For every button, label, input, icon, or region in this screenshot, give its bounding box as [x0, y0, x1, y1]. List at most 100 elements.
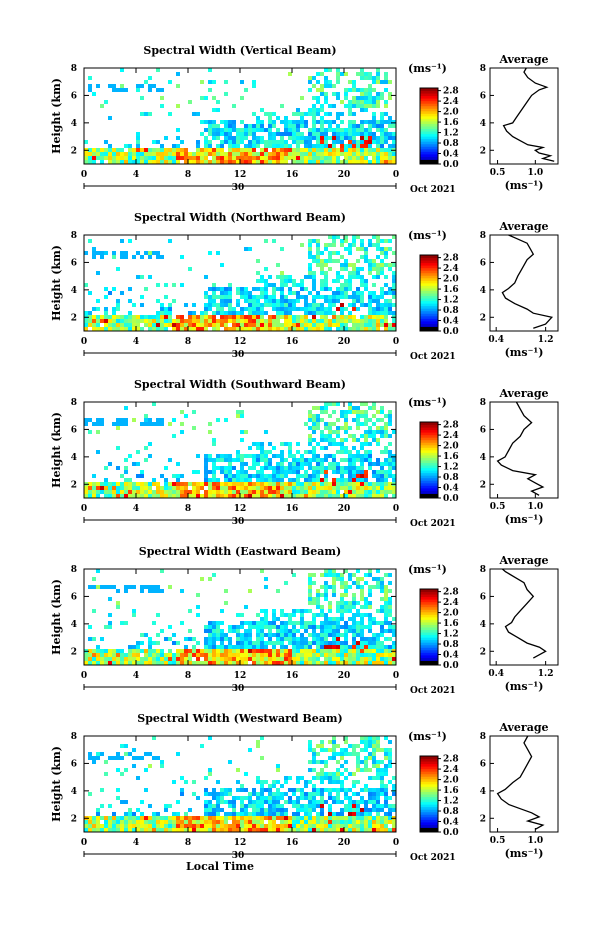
colorbar-segment [420, 287, 438, 291]
average-x-tick-label: 1.0 [527, 836, 543, 846]
colorbar-segment [420, 148, 438, 152]
colorbar-segment [420, 470, 438, 474]
colorbar-segment [420, 634, 438, 638]
colorbar-segment [420, 814, 438, 818]
colorbar-segment [420, 763, 438, 767]
x-tick-label: 0 [81, 170, 87, 180]
date-label: Oct 2021 [410, 352, 456, 362]
colorbar-tick-label: 2.4 [443, 264, 459, 274]
colorbar-segment [420, 257, 438, 261]
colorbar-segment [420, 275, 438, 279]
x-tick-label: 0 [393, 838, 399, 848]
colorbar-segment [420, 606, 438, 610]
colorbar-segment [420, 472, 438, 476]
date-tick-label: 30 [232, 183, 245, 193]
x-tick-label: 4 [133, 504, 139, 514]
colorbar-segment [420, 444, 438, 448]
average-y-tick-label: 4 [480, 286, 486, 296]
panel-westward-beam: Spectral Width (Westward Beam) 2 4 6 8 Height… [50, 712, 559, 873]
average-y-tick-label: 2 [480, 647, 486, 657]
average-y-tick-label: 8 [480, 231, 486, 241]
x-tick-label: 16 [286, 337, 299, 347]
average-x-tick-label: 1.2 [538, 335, 554, 345]
colorbar-segment [420, 108, 438, 112]
colorbar-segment [420, 113, 438, 117]
x-tick-label: 20 [338, 504, 351, 514]
colorbar-segment [420, 490, 438, 494]
colorbar-segment [420, 609, 438, 613]
colorbar-segment [420, 123, 438, 127]
colorbar-segment [420, 153, 438, 157]
colorbar-segment [420, 427, 438, 431]
colorbar-segment [420, 422, 438, 426]
colorbar-segment [420, 432, 438, 436]
x-tick-label: 4 [133, 337, 139, 347]
panel-title: Spectral Width (Vertical Beam) [143, 44, 336, 57]
colorbar-segment [420, 649, 438, 653]
panel-title: Spectral Width (Northward Beam) [134, 211, 346, 224]
y-tick-label: 6 [71, 592, 77, 602]
colorbar-segment [420, 429, 438, 433]
panel-title: Spectral Width (Eastward Beam) [139, 545, 341, 558]
average-frame [489, 568, 559, 666]
average-title: Average [498, 554, 548, 567]
colorbar-tick-label: 2.4 [443, 431, 459, 441]
colorbar-segment [420, 156, 438, 160]
average-frame [489, 401, 559, 499]
colorbar-unit: (ms⁻¹) [408, 563, 447, 576]
average-y-tick-label: 8 [480, 565, 486, 575]
colorbar-segment [420, 313, 438, 317]
colorbar-tick-label: 0.4 [443, 150, 459, 160]
colorbar-tick-label: 1.2 [443, 630, 459, 640]
average-y-tick-label: 2 [480, 146, 486, 156]
average-y-tick-label: 6 [480, 425, 486, 435]
average-y-tick-label: 2 [480, 313, 486, 323]
colorbar-tick-label: 2.0 [443, 442, 459, 452]
average-y-tick-label: 4 [480, 620, 486, 630]
y-tick-label: 8 [71, 231, 77, 241]
y-tick-label: 6 [71, 759, 77, 769]
average-x-label: (ms⁻¹) [505, 179, 544, 192]
heatmap-cells [84, 569, 396, 665]
y-axis-label: Height (km) [50, 579, 63, 655]
colorbar-tick-label: 0.0 [443, 828, 459, 838]
colorbar-segment [420, 290, 438, 294]
x-tick-label: 0 [393, 504, 399, 514]
average-profile-line [501, 568, 547, 659]
colorbar-segment [420, 437, 438, 441]
average-y-tick-label: 8 [480, 732, 486, 742]
colorbar-tick-label: 0.8 [443, 306, 459, 316]
x-tick-label: 0 [81, 671, 87, 681]
colorbar-segment [420, 637, 438, 641]
colorbar-segment [420, 454, 438, 458]
average-y-tick-label: 2 [480, 814, 486, 824]
colorbar-segment [420, 93, 438, 97]
colorbar-segment [420, 447, 438, 451]
colorbar-segment [420, 594, 438, 598]
colorbar-segment [420, 591, 438, 595]
colorbar-tick-label: 0.0 [443, 494, 459, 504]
average-profile-line [496, 401, 545, 496]
colorbar-tick-label: 2.4 [443, 765, 459, 775]
average-x-label: (ms⁻¹) [505, 346, 544, 359]
colorbar-segment [420, 442, 438, 446]
colorbar-segment [420, 298, 438, 302]
colorbar-tick-label: 2.8 [443, 87, 459, 97]
colorbar-tick-label: 1.2 [443, 463, 459, 473]
panel-southward-beam: Spectral Width (Southward Beam) 2 4 6 8 Heigh… [50, 378, 559, 529]
date-label: Oct 2021 [410, 686, 456, 696]
y-tick-label: 4 [71, 453, 77, 463]
colorbar-segment [420, 255, 438, 259]
colorbar-segment [420, 131, 438, 135]
colorbar-segment [420, 475, 438, 479]
colorbar-segment [420, 809, 438, 813]
colorbar-tick-label: 2.0 [443, 776, 459, 786]
x-tick-label: 0 [81, 337, 87, 347]
x-tick-label: 0 [393, 671, 399, 681]
x-tick-label: 12 [234, 504, 247, 514]
colorbar-segment [420, 295, 438, 299]
colorbar-segment [420, 758, 438, 762]
colorbar-frame [419, 421, 439, 499]
colorbar-segment [420, 599, 438, 603]
panel-vertical-beam: Spectral Width (Vertical Beam) 2 4 6 8 Height… [50, 44, 559, 195]
